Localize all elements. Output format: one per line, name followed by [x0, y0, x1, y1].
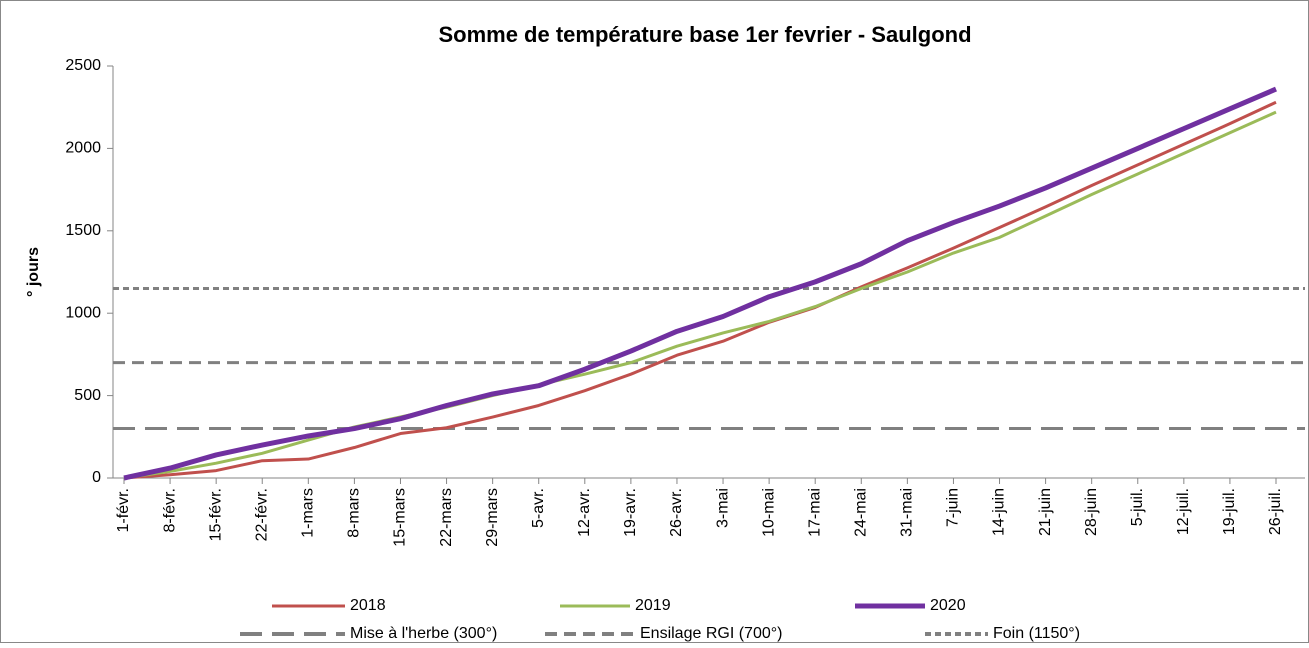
x-tick-label: 19-juil.	[1221, 488, 1238, 535]
y-tick-label: 2000	[65, 140, 101, 157]
x-tick-label: 7-juin	[945, 488, 962, 527]
line-series	[123, 86, 1277, 481]
x-tick-label: 10-mai	[760, 488, 777, 537]
legend-label: Mise à l'herbe (300°)	[350, 625, 497, 642]
x-tick-label: 26-juil.	[1267, 488, 1284, 535]
x-tick-label: 24-mai	[852, 488, 869, 537]
x-tick-label: 15-mars	[392, 488, 409, 547]
y-tick-label: 500	[74, 387, 101, 404]
x-tick-label: 21-juin	[1037, 488, 1054, 536]
legend-label: 2019	[635, 597, 671, 614]
y-tick-label: 2500	[65, 57, 101, 74]
x-tick-label: 17-mai	[806, 488, 823, 537]
legend-label: Foin (1150°)	[993, 625, 1080, 642]
line-series	[123, 110, 1277, 480]
y-tick-label: 1500	[65, 222, 101, 239]
x-tick-label: 14-juin	[991, 488, 1008, 536]
x-tick-label: 31-mai	[899, 488, 916, 537]
x-tick-label: 3-mai	[714, 488, 731, 528]
x-tick-label: 29-mars	[484, 488, 501, 547]
y-tick-label: 1000	[65, 304, 101, 321]
x-tick-label: 26-avr.	[668, 488, 685, 537]
x-tick-label: 8-mars	[346, 488, 363, 538]
chart-title: Somme de température base 1er fevrier - …	[438, 22, 971, 47]
x-tick-label: 28-juin	[1083, 488, 1100, 536]
x-tick-label: 5-avr.	[530, 488, 547, 528]
x-tick-label: 19-avr.	[622, 488, 639, 537]
x-tick-label: 15-févr.	[207, 488, 224, 541]
x-tick-label: 12-juil.	[1175, 488, 1192, 535]
x-tick-label: 5-juil.	[1129, 488, 1146, 526]
legend-label: 2020	[930, 597, 966, 614]
x-tick-label: 12-avr.	[576, 488, 593, 537]
line-series	[123, 100, 1277, 480]
x-tick-label: 1-févr.	[115, 488, 132, 532]
legend-label: 2018	[350, 597, 386, 614]
x-tick-label: 1-mars	[300, 488, 317, 538]
x-tick-label: 8-févr.	[161, 488, 178, 532]
x-tick-label: 22-mars	[438, 488, 455, 547]
y-axis-label: ° jours	[25, 247, 42, 297]
y-tick-label: 0	[92, 469, 101, 486]
legend-label: Ensilage RGI (700°)	[640, 625, 782, 642]
x-tick-label: 22-févr.	[253, 488, 270, 541]
